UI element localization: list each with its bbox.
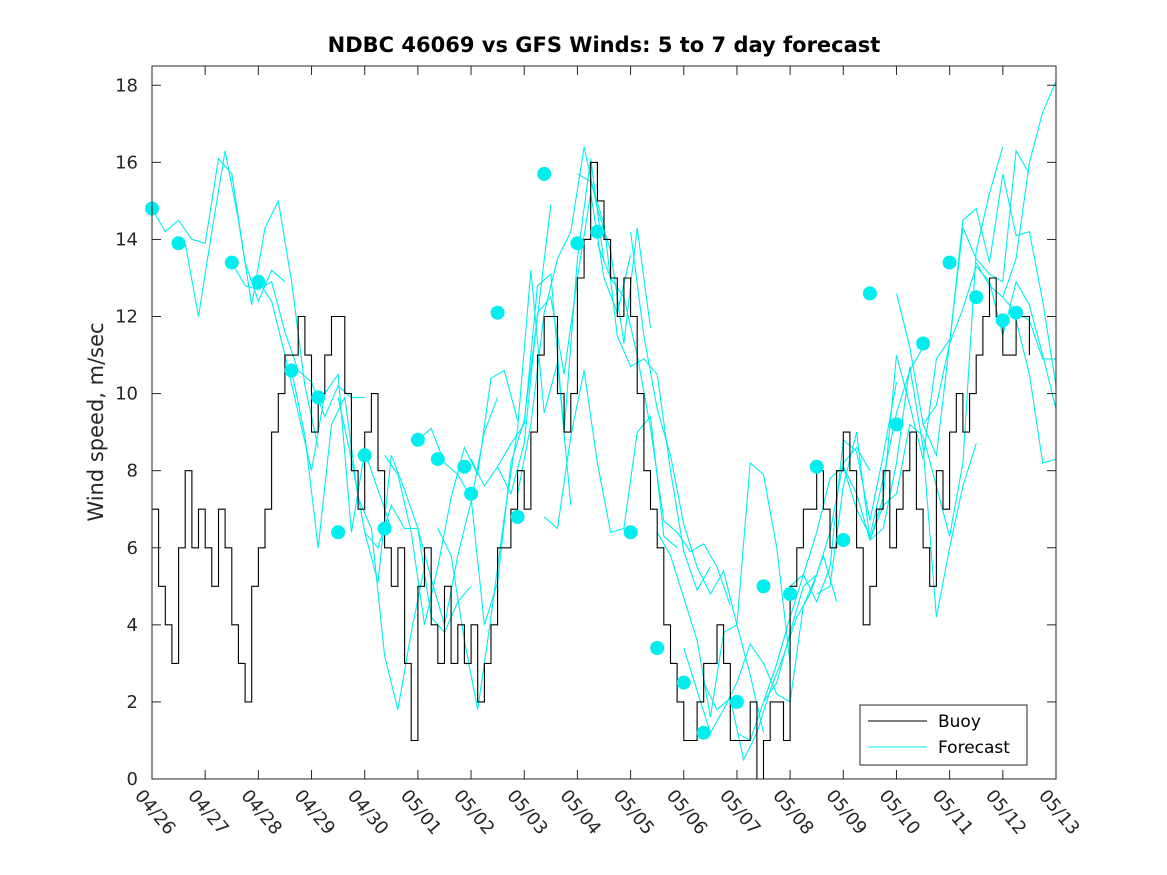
- forecast-marker: [490, 305, 505, 320]
- forecast-line: [517, 146, 652, 494]
- forecast-marker: [590, 224, 605, 239]
- forecast-line: [895, 149, 1030, 426]
- forecast-marker: [224, 255, 239, 270]
- forecast-marker: [809, 459, 824, 474]
- y-tick-label: 8: [127, 461, 138, 482]
- forecast-line: [497, 193, 632, 496]
- forecast-line: [922, 173, 1057, 458]
- forecast-marker: [537, 166, 552, 181]
- forecast-marker: [457, 459, 472, 474]
- forecast-line: [630, 231, 765, 733]
- forecast-marker: [676, 675, 691, 690]
- forecast-marker: [464, 486, 479, 501]
- forecast-marker: [311, 390, 326, 405]
- forecast-line: [470, 158, 605, 488]
- forecast-line: [337, 397, 472, 634]
- forecast-line: [184, 150, 319, 448]
- forecast-line: [437, 270, 572, 710]
- y-axis-ticks: 0 2 4 6 8 10 12 14 16 18: [115, 75, 1056, 790]
- plot-area: [152, 66, 1056, 779]
- forecast-markers: [145, 166, 1024, 740]
- forecast-line: [1015, 320, 1057, 464]
- forecast-marker: [969, 290, 984, 305]
- buoy-series: [152, 161, 1030, 780]
- y-tick-label: 0: [127, 769, 138, 790]
- forecast-marker: [650, 641, 665, 655]
- y-tick-label: 14: [115, 229, 138, 250]
- forecast-marker: [171, 236, 186, 251]
- forecast-line: [596, 243, 731, 606]
- forecast-marker: [995, 313, 1010, 328]
- forecast-marker: [331, 525, 346, 540]
- forecast-marker: [756, 579, 771, 594]
- forecast-marker: [696, 725, 711, 740]
- forecast-marker: [377, 521, 392, 536]
- forecast-line: [577, 173, 711, 592]
- forecast-marker: [1009, 305, 1024, 320]
- y-tick-label: 4: [127, 615, 138, 636]
- legend-box: [859, 704, 1028, 766]
- forecast-marker: [836, 533, 851, 547]
- y-tick-label: 10: [115, 384, 138, 405]
- chart-title: NDBC 46069 vs GFS Winds: 5 to 7 day fore…: [328, 33, 881, 57]
- plot-frame: [151, 65, 1057, 780]
- y-tick-label: 12: [115, 307, 138, 328]
- forecast-line: [151, 157, 286, 303]
- forecast-marker: [623, 525, 638, 540]
- buoy-line: [152, 161, 1030, 780]
- forecast-series: [151, 81, 1057, 762]
- forecast-marker: [783, 587, 798, 601]
- legend-forecast-label: Forecast: [938, 738, 1010, 758]
- legend-buoy-label: Buoy: [938, 712, 981, 732]
- y-axis-title: Wind speed, m/sec: [84, 322, 108, 521]
- forecast-marker: [510, 509, 525, 524]
- forecast-line: [762, 381, 898, 703]
- forecast-marker: [729, 694, 744, 709]
- y-tick-label: 16: [115, 152, 138, 173]
- forecast-marker: [942, 255, 957, 270]
- forecast-marker: [284, 363, 299, 378]
- forecast-marker: [251, 274, 266, 289]
- y-tick-label: 18: [115, 75, 138, 96]
- legend: Buoy Forecast: [859, 704, 1028, 766]
- forecast-line: [384, 369, 519, 625]
- forecast-marker: [357, 448, 372, 463]
- forecast-marker: [889, 417, 904, 432]
- forecast-line: [736, 446, 871, 742]
- forecast-marker: [916, 336, 931, 351]
- forecast-marker: [862, 286, 877, 301]
- y-tick-label: 2: [127, 692, 138, 713]
- y-tick-label: 6: [127, 538, 138, 559]
- forecast-line: [417, 204, 552, 625]
- forecast-line: [842, 366, 977, 618]
- forecast-marker: [570, 236, 585, 251]
- forecast-marker: [410, 432, 425, 447]
- forecast-line: [683, 574, 818, 735]
- forecast-marker: [430, 452, 445, 467]
- forecast-line: [703, 553, 838, 762]
